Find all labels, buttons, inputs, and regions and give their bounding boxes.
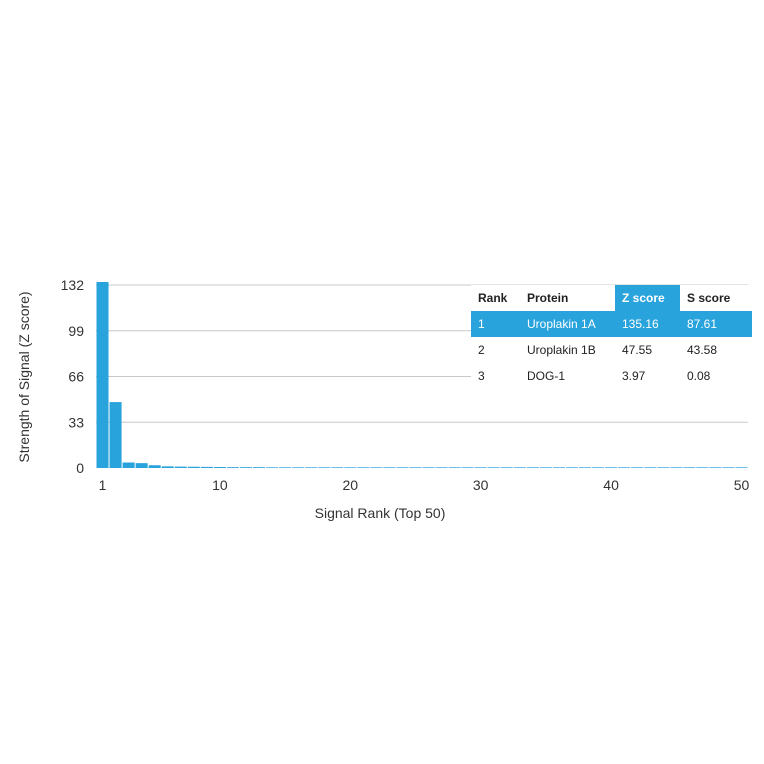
bar bbox=[644, 467, 657, 468]
x-axis-label: Signal Rank (Top 50) bbox=[315, 505, 446, 521]
cell-z-score: 135.16 bbox=[615, 311, 680, 337]
bar bbox=[448, 467, 461, 468]
bar bbox=[148, 465, 161, 468]
y-tick-label: 99 bbox=[68, 323, 84, 339]
header-z-score: Z score bbox=[615, 285, 680, 311]
cell-rank: 2 bbox=[478, 343, 485, 357]
bar bbox=[435, 467, 448, 468]
bar bbox=[318, 467, 331, 468]
table-row: 3 DOG-1 3.97 0.08 bbox=[471, 363, 752, 389]
x-tick-label: 50 bbox=[734, 477, 750, 493]
table-row: 2 Uroplakin 1B 47.55 43.58 bbox=[471, 337, 752, 363]
bar bbox=[396, 467, 409, 468]
bar bbox=[161, 466, 174, 468]
x-tick-label: 30 bbox=[473, 477, 489, 493]
table-header-row: Rank Protein Z score S score bbox=[471, 285, 752, 311]
y-tick-label: 33 bbox=[68, 414, 84, 430]
bar bbox=[592, 467, 605, 468]
cell-rank: 1 bbox=[471, 311, 520, 337]
y-tick-label: 0 bbox=[76, 460, 84, 476]
cell-z-score: 47.55 bbox=[622, 343, 653, 357]
bar bbox=[565, 467, 578, 468]
bar bbox=[226, 467, 239, 468]
cell-rank: 3 bbox=[478, 369, 485, 383]
bar bbox=[526, 467, 539, 468]
bar bbox=[200, 466, 213, 468]
x-tick-label: 20 bbox=[342, 477, 358, 493]
bar bbox=[500, 467, 513, 468]
top-proteins-table: Rank Protein Z score S score 1 Uroplakin… bbox=[471, 285, 752, 389]
cell-s-score: 87.61 bbox=[680, 311, 752, 337]
x-tick-label: 40 bbox=[603, 477, 619, 493]
bar bbox=[578, 467, 592, 468]
bar bbox=[735, 467, 748, 468]
header-rank: Rank bbox=[478, 291, 508, 305]
bar bbox=[461, 467, 474, 468]
x-tick-label: 1 bbox=[99, 477, 107, 493]
bar bbox=[187, 466, 200, 468]
bar bbox=[657, 467, 670, 468]
bar bbox=[487, 467, 500, 468]
cell-protein: Uroplakin 1A bbox=[520, 311, 615, 337]
bar bbox=[552, 467, 565, 468]
bar bbox=[266, 467, 279, 468]
bar bbox=[474, 467, 487, 468]
x-tick-label: 10 bbox=[212, 477, 228, 493]
cell-protein: Uroplakin 1B bbox=[527, 343, 596, 357]
bar bbox=[331, 467, 344, 468]
header-protein: Protein bbox=[527, 291, 569, 305]
bar bbox=[539, 467, 552, 468]
bar bbox=[722, 467, 735, 468]
cell-s-score: 43.58 bbox=[687, 343, 718, 357]
bar bbox=[174, 466, 187, 468]
y-tick-label: 132 bbox=[61, 277, 85, 293]
bar bbox=[383, 467, 396, 468]
bar bbox=[618, 467, 631, 468]
bar bbox=[252, 467, 266, 468]
bar bbox=[709, 467, 722, 468]
y-tick-label: 66 bbox=[68, 369, 84, 385]
bar bbox=[279, 467, 292, 468]
table-row: 1 Uroplakin 1A 135.16 87.61 bbox=[471, 311, 752, 337]
cell-protein: DOG-1 bbox=[527, 369, 566, 383]
bar bbox=[344, 467, 357, 468]
bar bbox=[357, 467, 370, 468]
y-axis-label: Strength of Signal (Z score) bbox=[16, 291, 32, 462]
bar bbox=[513, 467, 526, 468]
bar bbox=[670, 467, 683, 468]
bar bbox=[305, 467, 318, 468]
bar bbox=[605, 467, 618, 468]
bar bbox=[631, 467, 644, 468]
bar bbox=[122, 462, 135, 468]
cell-s-score: 0.08 bbox=[687, 369, 711, 383]
bar bbox=[683, 467, 696, 468]
bar bbox=[696, 467, 709, 468]
bar bbox=[109, 402, 122, 468]
bar bbox=[135, 463, 148, 468]
bar bbox=[213, 467, 226, 468]
bar bbox=[409, 467, 422, 468]
cell-z-score: 3.97 bbox=[622, 369, 646, 383]
bar bbox=[239, 467, 252, 468]
bar bbox=[292, 467, 305, 468]
bar bbox=[370, 467, 383, 468]
bar bbox=[96, 282, 109, 468]
header-s-score: S score bbox=[687, 291, 731, 305]
bar bbox=[422, 467, 435, 468]
